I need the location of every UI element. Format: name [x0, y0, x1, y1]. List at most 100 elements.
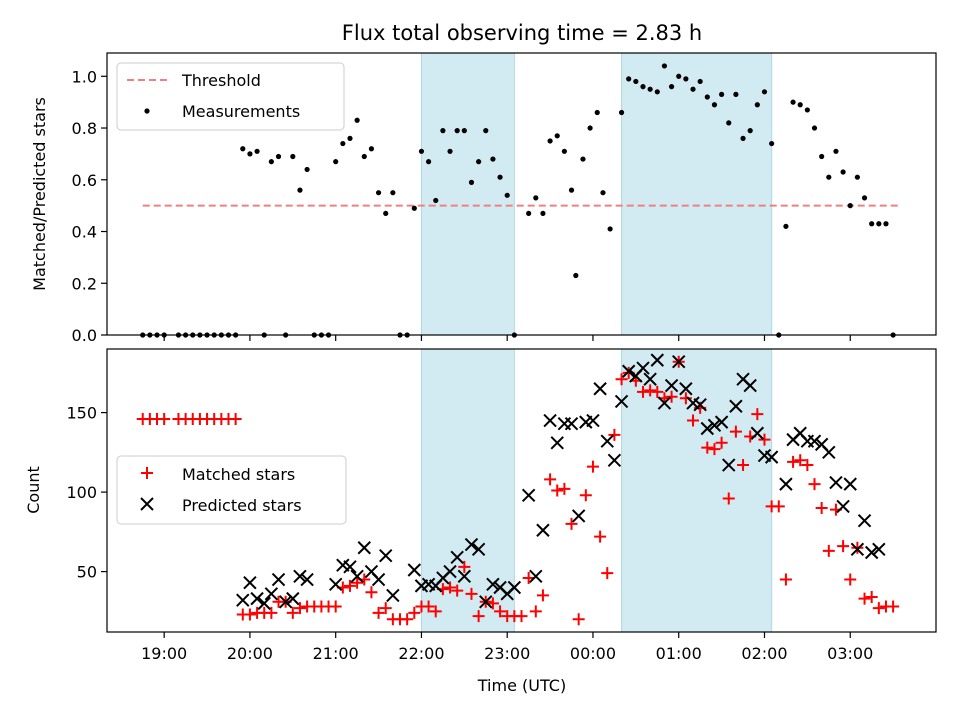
- predicted-point: [507, 580, 522, 595]
- measurement-point: [418, 148, 425, 154]
- matched-point: [772, 500, 785, 513]
- measurement-point: [268, 159, 274, 165]
- predicted-point: [443, 564, 457, 579]
- measurement-point: [640, 84, 646, 90]
- matched-point: [429, 605, 442, 618]
- predicted-point: [657, 396, 672, 410]
- measurement-point: [747, 128, 753, 134]
- matched-point: [451, 584, 464, 597]
- measurement-point: [861, 195, 868, 201]
- predicted-point: [872, 542, 886, 557]
- legend-measurements-swatch: [144, 108, 150, 114]
- legend-matched-label: Matched stars: [182, 465, 295, 484]
- matched-point: [801, 459, 814, 472]
- predicted-point: [543, 413, 557, 428]
- matched-point: [665, 390, 678, 403]
- measurement-point: [375, 190, 382, 196]
- matched-point: [351, 576, 364, 589]
- measurement-point: [333, 159, 339, 165]
- measurement-point: [526, 210, 532, 217]
- matched-point: [586, 460, 599, 473]
- measurement-point: [626, 76, 632, 82]
- measurement-point: [447, 148, 453, 154]
- matched-point: [544, 473, 557, 486]
- measurement-point: [476, 159, 482, 165]
- chart-title: Flux total observing time = 2.83 h: [342, 21, 702, 45]
- measurement-point: [869, 221, 875, 227]
- matched-point: [644, 384, 657, 397]
- predicted-point: [357, 541, 371, 555]
- predicted-point: [643, 372, 657, 386]
- matched-point: [579, 489, 592, 502]
- bottom-axes-frame: [106, 348, 937, 633]
- measurement-point: [411, 205, 417, 211]
- matched-point: [615, 373, 628, 386]
- measurement-point: [390, 190, 396, 196]
- x-tick-label: 01:00: [656, 644, 702, 663]
- measurement-point: [554, 133, 560, 139]
- matched-point: [808, 478, 821, 491]
- predicted-point: [664, 378, 679, 393]
- legend-measurements-label: Measurements: [182, 102, 300, 121]
- matched-point: [486, 597, 499, 610]
- predicted-point: [607, 453, 622, 467]
- predicted-point: [257, 596, 271, 611]
- bottom-predicted-series: [236, 353, 886, 611]
- predicted-point: [650, 353, 664, 367]
- measurement-point: [354, 117, 360, 123]
- measurement-point: [290, 153, 296, 160]
- predicted-point: [672, 355, 686, 369]
- measurement-point: [811, 125, 818, 131]
- shaded-region: [420, 52, 515, 336]
- predicted-point: [236, 593, 250, 607]
- matched-point: [158, 412, 171, 425]
- predicted-point: [864, 545, 879, 560]
- matched-point: [558, 482, 571, 495]
- matched-point: [822, 544, 835, 557]
- legend-threshold-label: Threshold: [181, 71, 261, 90]
- measurement-point: [790, 99, 796, 105]
- matched-point: [444, 581, 457, 594]
- predicted-point: [350, 569, 364, 584]
- y-tick-label: 50: [77, 563, 97, 582]
- measurement-point: [690, 86, 696, 92]
- measurement-point: [254, 148, 260, 154]
- matched-point: [343, 579, 356, 592]
- matched-point: [844, 573, 857, 586]
- shaded-region: [420, 348, 515, 633]
- measurement-point: [368, 146, 375, 152]
- measurement-point: [275, 153, 282, 160]
- predicted-point: [807, 434, 822, 448]
- measurement-point: [733, 91, 739, 97]
- predicted-point: [700, 421, 715, 436]
- bottom-x-axis-label: Time (UTC): [477, 676, 566, 695]
- predicted-point: [471, 542, 486, 557]
- predicted-point: [479, 595, 493, 609]
- predicted-point: [614, 394, 629, 409]
- predicted-point: [521, 488, 536, 502]
- legend-predicted-label: Predicted stars: [182, 496, 302, 515]
- matched-point: [708, 443, 721, 456]
- predicted-point: [743, 378, 757, 393]
- predicted-point: [278, 595, 293, 609]
- measurement-point: [761, 89, 768, 95]
- measurement-point: [440, 128, 446, 134]
- predicted-point: [836, 499, 850, 514]
- x-tick-label: 20:00: [227, 644, 273, 663]
- matched-point: [865, 591, 878, 604]
- shaded-region: [621, 52, 773, 336]
- predicted-point: [486, 577, 500, 592]
- predicted-point: [571, 509, 586, 523]
- matched-point: [536, 589, 549, 602]
- matched-point: [715, 436, 728, 449]
- matched-point: [565, 517, 578, 530]
- predicted-point: [693, 397, 707, 412]
- matched-point: [329, 600, 342, 613]
- matched-point: [551, 484, 564, 497]
- matched-point: [401, 613, 414, 626]
- top-panel: 0.0 0.2 0.4 0.6 0.8 1.0 Matched/Predicted sta…: [30, 52, 937, 345]
- predicted-point: [371, 572, 386, 587]
- matched-point: [737, 459, 750, 472]
- matched-point: [265, 606, 278, 619]
- bottom-legend: Matched stars Predicted stars: [116, 455, 347, 525]
